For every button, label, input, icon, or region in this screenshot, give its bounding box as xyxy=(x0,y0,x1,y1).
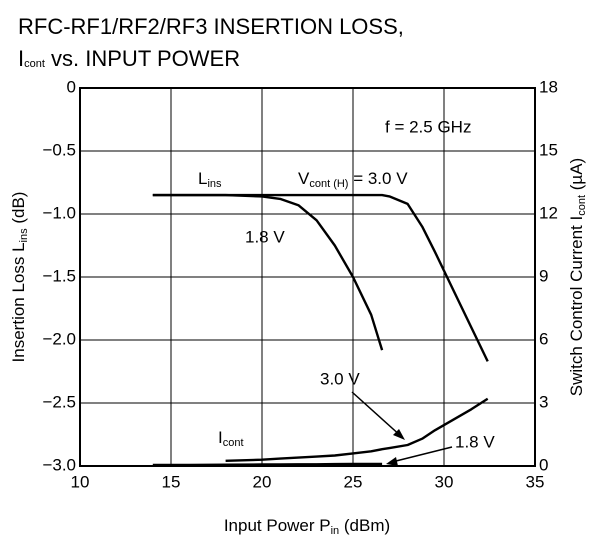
arrow xyxy=(351,391,403,438)
annotation: 1.8 V xyxy=(455,432,495,451)
x-tick-label: 10 xyxy=(71,472,90,491)
y-tick-label: −1.5 xyxy=(42,266,76,285)
y-tick-label: 0 xyxy=(67,77,76,96)
x-tick-label: 20 xyxy=(253,472,272,491)
y2-tick-label: 12 xyxy=(539,203,558,222)
y2-tick-label: 0 xyxy=(539,455,548,474)
x-tick-label: 35 xyxy=(526,472,545,491)
x-tick-label: 25 xyxy=(344,472,363,491)
x-tick-label: 30 xyxy=(435,472,454,491)
y2-tick-label: 6 xyxy=(539,329,548,348)
y2-tick-label: 15 xyxy=(539,140,558,159)
x-axis-label: Input Power Pin (dBm) xyxy=(224,516,390,536)
arrow xyxy=(391,446,453,463)
series-line xyxy=(225,397,489,462)
y-tick-label: −2.5 xyxy=(42,392,76,411)
y2-tick-label: 18 xyxy=(539,77,558,96)
annotation: Icont xyxy=(218,428,244,448)
annotation: Vcont (H) = 3.0 V xyxy=(298,169,408,189)
y-axis-label: Insertion Loss Lins (dB) xyxy=(9,192,29,363)
annotation: Lins xyxy=(198,169,222,189)
plot-frame xyxy=(79,87,536,467)
annotation: 1.8 V xyxy=(245,227,285,246)
x-tick-label: 15 xyxy=(162,472,181,491)
arrows xyxy=(351,391,453,466)
series-line xyxy=(152,193,384,351)
y-tick-label: −0.5 xyxy=(42,140,76,159)
y-tick-label: −2.0 xyxy=(42,329,76,348)
chart-title: RFC-RF1/RF2/RF3 INSERTION LOSS, xyxy=(18,14,404,39)
y2-tick-label: 3 xyxy=(539,392,548,411)
arrow-head xyxy=(393,429,405,440)
annotation: 3.0 V xyxy=(320,369,360,388)
arrow-head xyxy=(386,457,398,466)
series-line xyxy=(152,462,383,467)
annotation: f = 2.5 GHz xyxy=(385,117,471,136)
y2-tick-label: 9 xyxy=(539,266,548,285)
series-line xyxy=(152,193,489,362)
y-tick-label: −1.0 xyxy=(42,203,76,222)
y2-axis-label: Switch Control Current Icont (µA) xyxy=(567,158,587,396)
y-tick-label: −3.0 xyxy=(42,455,76,474)
chart-title: Icont vs. INPUT POWER xyxy=(18,46,240,71)
